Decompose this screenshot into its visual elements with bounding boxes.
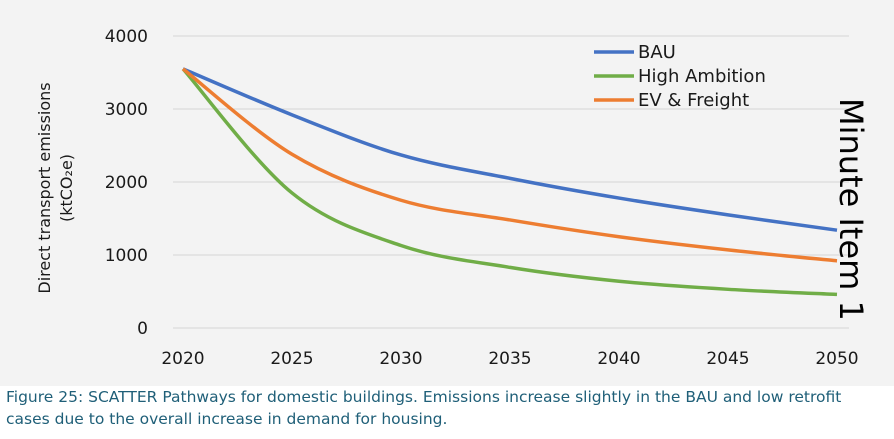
y-axis-ticks: 0 1000 2000 3000 4000 <box>105 27 148 339</box>
x-tick-label: 2050 <box>815 349 858 369</box>
x-tick-label: 2040 <box>597 349 640 369</box>
legend-label: High Ambition <box>638 66 766 87</box>
side-annotation: Minute Item 1 <box>832 98 870 321</box>
y-tick-label: 4000 <box>105 27 148 47</box>
legend: BAU High Ambition EV & Freight <box>594 42 766 111</box>
series-line-1 <box>181 67 838 297</box>
y-axis-label-line1: Direct transport emissions <box>35 82 54 293</box>
y-tick-label: 0 <box>137 319 148 339</box>
y-tick-label: 2000 <box>105 173 148 193</box>
x-axis-ticks: 2020 2025 2030 2035 2040 2045 2050 <box>161 349 858 369</box>
x-tick-label: 2020 <box>161 349 204 369</box>
y-tick-label: 1000 <box>105 246 148 266</box>
x-tick-label: 2030 <box>379 349 422 369</box>
y-axis-label-line2: (ktCO₂e) <box>57 154 76 222</box>
chart-background <box>0 0 894 386</box>
series-line-0 <box>182 67 838 232</box>
series-lines <box>181 67 838 297</box>
gridlines <box>173 35 849 329</box>
legend-label: BAU <box>638 42 676 63</box>
y-tick-label: 3000 <box>105 100 148 120</box>
figure-caption: Figure 25: SCATTER Pathways for domestic… <box>6 388 842 428</box>
y-axis-label: Direct transport emissions (ktCO₂e) <box>35 82 76 293</box>
x-tick-label: 2025 <box>270 349 313 369</box>
x-tick-label: 2045 <box>706 349 749 369</box>
series-line-2 <box>181 67 838 263</box>
x-tick-label: 2035 <box>488 349 531 369</box>
legend-label: EV & Freight <box>638 90 749 111</box>
